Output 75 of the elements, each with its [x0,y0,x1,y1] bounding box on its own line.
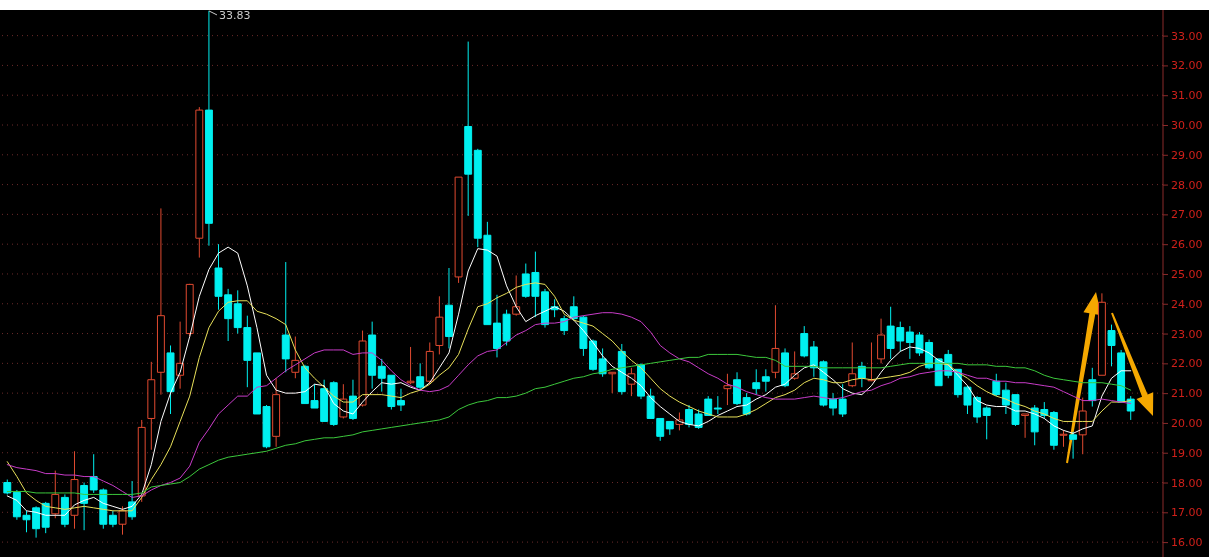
y-tick-label: 28.00 [1171,178,1203,192]
candlestick [454,176,463,284]
candlestick [435,295,444,355]
candlestick [665,420,674,436]
y-tick-label: 26.00 [1171,238,1203,252]
candlestick [1021,413,1030,439]
y-tick-label: 29.00 [1171,148,1203,162]
candlestick [848,341,857,388]
candlestick [1117,349,1126,403]
candlestick [1088,367,1097,408]
candlestick [685,404,693,428]
candlestick [1069,431,1078,460]
candlestick [291,336,300,379]
y-tick-label: 18.00 [1171,476,1203,490]
candlestick [166,344,175,415]
candlestick [1078,397,1087,455]
y-tick-label: 16.00 [1171,536,1203,550]
candlestick [771,304,780,379]
line-series [6,312,1132,498]
candlestick [41,501,50,534]
candlestick [877,318,886,364]
candlestick [752,368,761,396]
candlestick [108,510,117,528]
candlestick [1049,410,1058,451]
candlestick [147,361,156,451]
annotation: 33.83 [218,8,251,22]
candlestick [608,371,617,394]
y-tick-label: 24.00 [1171,297,1203,311]
y-tick-label: 31.00 [1171,89,1203,103]
candlestick [397,388,405,412]
y-tick-label: 20.00 [1171,416,1203,430]
candlestick [416,362,425,391]
candlestick [800,325,809,358]
y-tick-label: 32.00 [1171,59,1203,73]
candlestick [1097,292,1106,376]
y-tick-label: 27.00 [1171,208,1203,222]
candlestick [1107,324,1116,367]
candlestick [51,470,60,519]
candlestick [272,377,281,448]
candlestick [857,361,866,388]
candlestick [3,479,12,495]
candlestick [982,406,991,440]
candlestick [1059,429,1068,448]
candlestick [617,343,626,396]
y-tick-label: 19.00 [1171,446,1203,460]
candlestick [281,261,290,373]
y-tick-label: 23.00 [1171,327,1203,341]
candlestick [838,383,847,418]
candlestick [598,347,607,378]
candlestick [425,341,434,385]
candlestick [118,505,127,536]
candlestick [992,373,1001,397]
candlestick [185,283,194,338]
candlestick [358,330,367,408]
candlestick [867,341,876,382]
candlestick [406,346,415,385]
candlestick [445,267,453,349]
candlestick [781,347,789,388]
candlestick [761,368,770,393]
line-series [6,353,1132,495]
candlestick [733,371,741,406]
y-tick-label: 21.00 [1171,387,1203,401]
candlestick [723,373,732,406]
candlestick [137,419,146,503]
candlestick [156,207,165,396]
candlestick [195,106,204,259]
y-tick-label: 25.00 [1171,267,1203,281]
y-tick-label: 30.00 [1171,119,1203,133]
y-tick-label: 33.00 [1171,29,1203,43]
candlestick [204,10,213,247]
candlestick [713,395,722,415]
y-tick-label: 22.00 [1171,357,1203,371]
candlestick [464,41,473,217]
candlestick [368,321,377,390]
y-tick-label: 17.00 [1171,506,1203,520]
